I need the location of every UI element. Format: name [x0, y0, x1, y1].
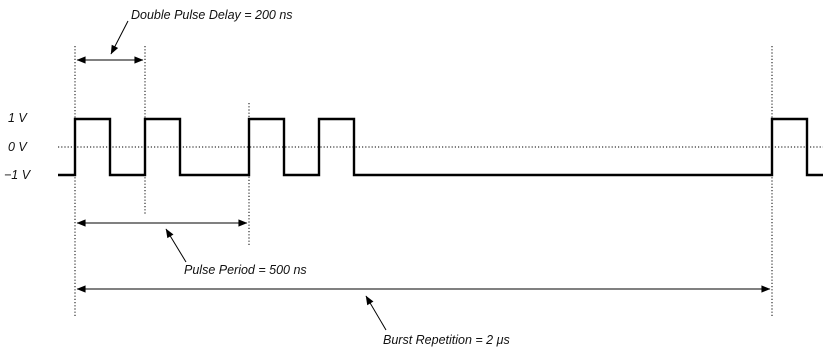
- burst-repetition-label: Burst Repetition = 2 μs: [383, 333, 510, 347]
- double-pulse-delay-label: Double Pulse Delay = 200 ns: [131, 8, 293, 22]
- pulse-waveform: [58, 117, 823, 177]
- level-label-zero: 0 V: [8, 140, 28, 154]
- level-label-low: −1 V: [4, 168, 32, 182]
- pulse-period-label: Pulse Period = 500 ns: [184, 263, 307, 277]
- double-pulse-delay-leader: [110, 20, 129, 55]
- level-label-high: 1 V: [8, 111, 28, 125]
- pulse-period-leader: [165, 228, 187, 263]
- burst-repetition-leader: [365, 295, 387, 331]
